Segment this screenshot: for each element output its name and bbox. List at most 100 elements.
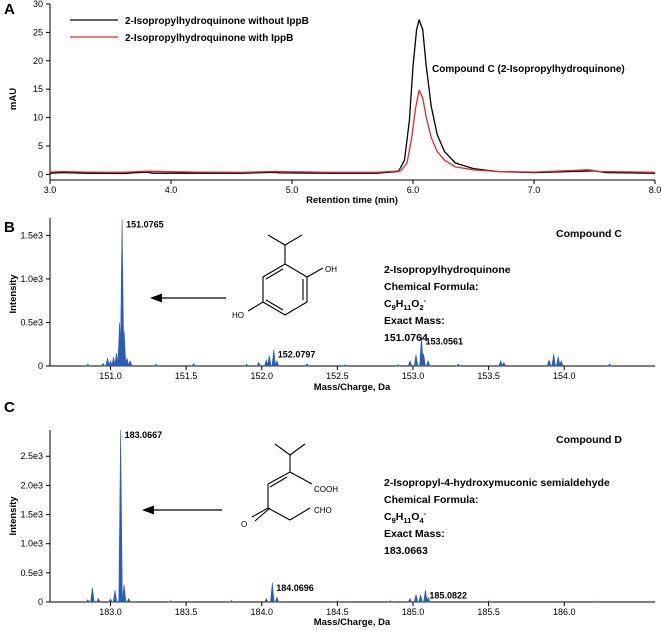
peak-label: 185.0822 — [429, 590, 467, 600]
panel-a-xtick-label: 8.0 — [649, 185, 661, 195]
panel-a-xtick-label: 5.0 — [286, 185, 299, 195]
spectrum-peak — [425, 596, 431, 603]
peak-label: 153.0561 — [425, 336, 463, 346]
spectrum-peak — [546, 358, 552, 367]
spectrum-peak — [267, 355, 272, 367]
spectrum-peak — [455, 363, 461, 367]
panel-a-ytick-label: 10 — [33, 113, 43, 123]
panel-b-structure — [247, 234, 324, 316]
panel-a-ytick-label: 5 — [38, 141, 43, 151]
panel-c-xtick-label: 186.0 — [553, 607, 576, 617]
panel-c-xtick-label: 183.0 — [99, 607, 122, 617]
panel-a-xtick-label: 6.0 — [407, 185, 420, 195]
panel-b-xtick-label: 152.5 — [326, 371, 349, 381]
panel-a-annotation: Compound C (2-Isopropylhydroquinone) — [432, 64, 625, 75]
panel-c-compound-name: 2-Isopropyl-4-hydroxymuconic semialdehyd… — [384, 477, 610, 489]
panel-b-xtick-label: 151.5 — [175, 371, 198, 381]
series-line-with-ippb — [49, 89, 656, 173]
spectrum-peak — [592, 600, 597, 603]
panel-c-ytick-label: 2.5e3 — [20, 451, 43, 461]
spectrum-peak — [551, 353, 556, 367]
spectrum-peak — [274, 596, 280, 603]
spectrum-peak — [112, 590, 118, 603]
spectrum-peak — [96, 597, 101, 603]
spectrum-peak — [501, 361, 507, 367]
panel-b: B 151.0 151.5 152.0 152.5 153.0 153.5 154.0 0 0.… — [4, 218, 655, 393]
spectrum-peak — [334, 600, 341, 603]
panel-a-ytick-label: 25 — [33, 27, 43, 37]
spectrum-peak — [108, 598, 113, 603]
panel-c-ylabel: Intensity — [8, 496, 19, 536]
panel-c-atom-cho: CHO — [314, 506, 332, 515]
spectrum-peak — [244, 363, 250, 367]
panel-a-xtick-label: 4.0 — [165, 185, 178, 195]
spectrum-peak — [558, 359, 564, 367]
peak-label: 151.0765 — [126, 220, 164, 230]
panel-a-ytick-label: 15 — [33, 84, 43, 94]
panel-c-ytick-label: 1.0e3 — [20, 539, 43, 549]
spectrum-peak — [127, 359, 133, 367]
spectrum-peak — [556, 356, 561, 367]
panel-a-ytick-label: 20 — [33, 56, 43, 66]
panel-b-mass-label: Exact Mass: — [384, 315, 445, 327]
spectrum-peak — [121, 584, 127, 603]
panel-c: C 183.0 183.5 184.0 184.5 185.0 185.5 186.0 0 0.… — [4, 399, 655, 628]
spectrum-peak — [425, 359, 431, 367]
panel-c-xlabel: Mass/Charge, Da — [314, 617, 391, 628]
panel-b-formula-label: Chemical Formula: — [384, 281, 479, 293]
panel-b-xtick-label: 154.0 — [553, 371, 576, 381]
spectrum-peak — [90, 587, 95, 603]
spectrum-peak — [498, 359, 503, 367]
spectrum-peak — [407, 597, 413, 603]
panel-b-exact-mass: 151.0764 — [384, 332, 428, 344]
panel-c-formula-label: Chemical Formula: — [384, 494, 479, 506]
panel-b-atom-ho: HO — [232, 311, 244, 320]
panel-c-exact-mass: 183.0663 — [384, 545, 428, 557]
spectrum-peak — [304, 363, 310, 367]
panel-a-xlabel: Retention time (min) — [306, 195, 398, 206]
panel-b-ytick-label: 0 — [38, 361, 43, 371]
panel-a-label: A — [4, 1, 15, 18]
legend-label-without: 2-Isopropylhydroquinone without IppB — [125, 16, 309, 27]
panel-b-xlabel: Mass/Charge, Da — [314, 382, 391, 393]
panel-b-ylabel: Intensity — [8, 274, 19, 314]
panel-c-ytick-label: 2.0e3 — [20, 480, 43, 490]
spectrum-peak — [387, 600, 394, 603]
panel-a-axes — [49, 4, 655, 181]
peak-label: 152.0797 — [278, 349, 316, 359]
spectrum-peak — [256, 361, 261, 367]
panel-b-peak-labels: 151.0765 152.0797 153.0561 — [126, 220, 463, 360]
panel-b-formula: C9H11O2- — [384, 296, 427, 312]
panel-c-xtick-label: 184.0 — [250, 607, 273, 617]
panel-c-arrow — [142, 505, 222, 515]
legend-label-with: 2-Isopropylhydroquinone with IppB — [125, 33, 293, 44]
spectrum-peak — [153, 363, 159, 367]
panel-c-xtick-label: 183.5 — [175, 607, 198, 617]
panel-c-atom-o: O — [241, 520, 247, 529]
spectrum-peak — [118, 429, 123, 603]
panel-a-series — [49, 19, 656, 175]
spectrum-peak — [105, 358, 110, 367]
spectrum-peak — [395, 364, 401, 367]
panel-c-mass-label: Exact Mass: — [384, 528, 445, 540]
spectrum-peak — [407, 359, 413, 367]
spectrum-peak — [126, 597, 131, 603]
panel-b-xtick-label: 153.0 — [402, 371, 425, 381]
panel-c-peak-labels: 183.0667 184.0696 185.0822 — [125, 430, 467, 600]
panel-b-ytick-label: 1.0e3 — [20, 274, 43, 284]
panel-b-label: B — [4, 219, 15, 236]
peak-label: 183.0667 — [125, 430, 163, 440]
spectrum-peak — [228, 600, 235, 603]
spectrum-peak — [264, 358, 269, 367]
panel-a-xtick-label: 7.0 — [528, 185, 541, 195]
panel-b-ytick-label: 1.5e3 — [20, 230, 43, 240]
series-line-without-ippb — [49, 19, 656, 175]
spectrum-peak — [413, 594, 419, 603]
panel-c-spectrum — [85, 429, 597, 603]
panel-b-xtick-label: 151.0 — [99, 371, 122, 381]
panel-c-structure — [251, 443, 313, 522]
panel-b-compound-name: 2-Isopropylhydroquinone — [384, 264, 511, 276]
spectrum-peak — [124, 358, 130, 367]
spectrum-peak — [85, 363, 91, 367]
